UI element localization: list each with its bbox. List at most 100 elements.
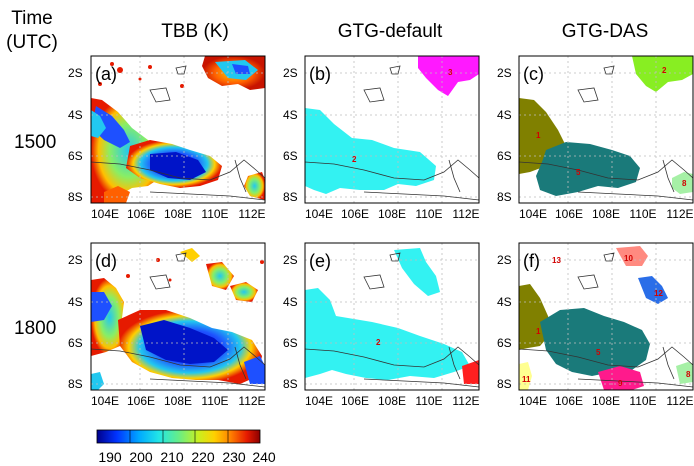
svg-text:110E: 110E [201, 394, 228, 408]
region-c-label-5: 5 [576, 168, 581, 177]
svg-text:2S: 2S [283, 253, 298, 267]
colorbar-tick-200: 200 [129, 449, 153, 465]
panel-e-label: (e) [309, 251, 331, 271]
xticks-row2-col1: 104E 106E 108E 110E 112E [91, 394, 266, 408]
region-f-label-10: 10 [624, 254, 633, 263]
yticks-row2-col3: 2S 4S 6S 8S [497, 253, 512, 391]
region-f-8 [676, 362, 693, 384]
region-f-label-9: 9 [618, 379, 623, 388]
colorbar-tick-220: 220 [191, 449, 215, 465]
region-f-label-5: 5 [596, 348, 601, 357]
colorbar-gradient [96, 429, 261, 444]
time-header: Time (UTC) [2, 8, 62, 54]
svg-text:106E: 106E [127, 207, 155, 221]
svg-text:8S: 8S [68, 377, 83, 391]
region-c-label-8: 8 [682, 179, 687, 188]
yticks-row2-col2: 2S 4S 6S 8S [283, 253, 298, 391]
colorbar: 190 200 210 220 230 240 [96, 429, 276, 465]
svg-text:6S: 6S [283, 149, 298, 163]
region-c-2 [632, 56, 693, 92]
col-title-tbb: TBB (K) [161, 21, 229, 42]
colorbar-tick-240: 240 [252, 449, 276, 465]
yticks-row2-col1: 2S 4S 6S 8S [68, 253, 83, 391]
svg-text:106E: 106E [555, 207, 583, 221]
panel-b-label: (b) [309, 64, 331, 84]
svg-text:112E: 112E [238, 207, 265, 221]
xticks-row1-col2: 104E 106E 108E 110E 112E [305, 207, 480, 221]
region-c-label-2: 2 [662, 66, 667, 75]
svg-text:108E: 108E [164, 394, 192, 408]
svg-text:108E: 108E [164, 207, 192, 221]
svg-text:104E: 104E [91, 394, 119, 408]
panel-d: (d) [90, 242, 266, 391]
region-f-label-8: 8 [686, 370, 691, 379]
ytick-a-6s: 6S [68, 149, 83, 163]
svg-text:104E: 104E [91, 207, 119, 221]
region-f-label-12: 12 [654, 289, 663, 298]
svg-text:2S: 2S [497, 66, 512, 80]
panel-b: (b) 3 2 [304, 55, 480, 204]
svg-text:104E: 104E [305, 207, 333, 221]
yticks-row1-col1: 2S 4S 6S 8S [68, 66, 83, 204]
region-e-2 [305, 288, 470, 380]
svg-text:106E: 106E [341, 207, 369, 221]
svg-text:4S: 4S [283, 108, 298, 122]
row-label-1500: 1500 [14, 132, 57, 153]
ytick-a-4s: 4S [68, 108, 83, 122]
region-f-10 [616, 246, 648, 266]
region-c-8 [672, 172, 693, 194]
svg-text:112E: 112E [666, 394, 693, 408]
region-f-label-13: 13 [552, 256, 561, 265]
svg-text:104E: 104E [519, 394, 547, 408]
region-b-3 [418, 56, 479, 96]
svg-text:108E: 108E [592, 207, 620, 221]
ytick-a-8s: 8S [68, 190, 83, 204]
svg-text:4S: 4S [68, 295, 83, 309]
panel-c: (c) 2 1 5 8 [518, 55, 694, 204]
svg-text:110E: 110E [201, 207, 228, 221]
svg-text:112E: 112E [452, 207, 479, 221]
region-f-label-1: 1 [536, 327, 541, 336]
panel-a: (a) [90, 55, 266, 204]
panel-a-label: (a) [95, 64, 117, 84]
svg-text:2S: 2S [68, 253, 83, 267]
svg-text:6S: 6S [283, 336, 298, 350]
region-f-label-11: 11 [522, 375, 531, 384]
region-b-label-3: 3 [448, 68, 453, 77]
svg-text:106E: 106E [341, 394, 369, 408]
time-label: Time [11, 8, 53, 29]
svg-text:108E: 108E [378, 207, 406, 221]
col-title-gtg-default: GTG-default [337, 21, 443, 42]
svg-text:104E: 104E [305, 394, 333, 408]
panel-f: (f) 13 10 12 1 5 11 9 8 [518, 242, 694, 391]
colorbar-tick-190: 190 [98, 449, 122, 465]
xticks-row1-col3: 104E 106E 108E 110E 112E [519, 207, 694, 221]
svg-text:6S: 6S [68, 336, 83, 350]
region-b-label-2: 2 [352, 155, 357, 164]
coastline-a [90, 65, 266, 201]
svg-text:8S: 8S [497, 377, 512, 391]
region-c-label-1: 1 [536, 131, 541, 140]
region-c-5 [536, 142, 640, 196]
svg-text:2S: 2S [283, 66, 298, 80]
svg-text:4S: 4S [283, 295, 298, 309]
region-f-5 [540, 308, 650, 376]
svg-text:112E: 112E [238, 394, 265, 408]
svg-text:112E: 112E [666, 207, 693, 221]
region-b-2 [305, 108, 436, 194]
yticks-row1-col2: 2S 4S 6S 8S [283, 66, 298, 204]
region-f-11 [519, 362, 532, 390]
svg-text:8S: 8S [283, 377, 298, 391]
svg-text:108E: 108E [378, 394, 406, 408]
svg-text:108E: 108E [592, 394, 620, 408]
panel-f-label: (f) [523, 251, 540, 271]
region-e-label-2: 2 [376, 338, 381, 347]
row-label-1800: 1800 [14, 318, 57, 339]
svg-text:106E: 106E [127, 394, 155, 408]
svg-text:4S: 4S [497, 295, 512, 309]
tbb-cloud-d [91, 248, 265, 390]
region-e-red [462, 360, 479, 384]
svg-text:110E: 110E [415, 207, 442, 221]
svg-text:110E: 110E [629, 207, 656, 221]
